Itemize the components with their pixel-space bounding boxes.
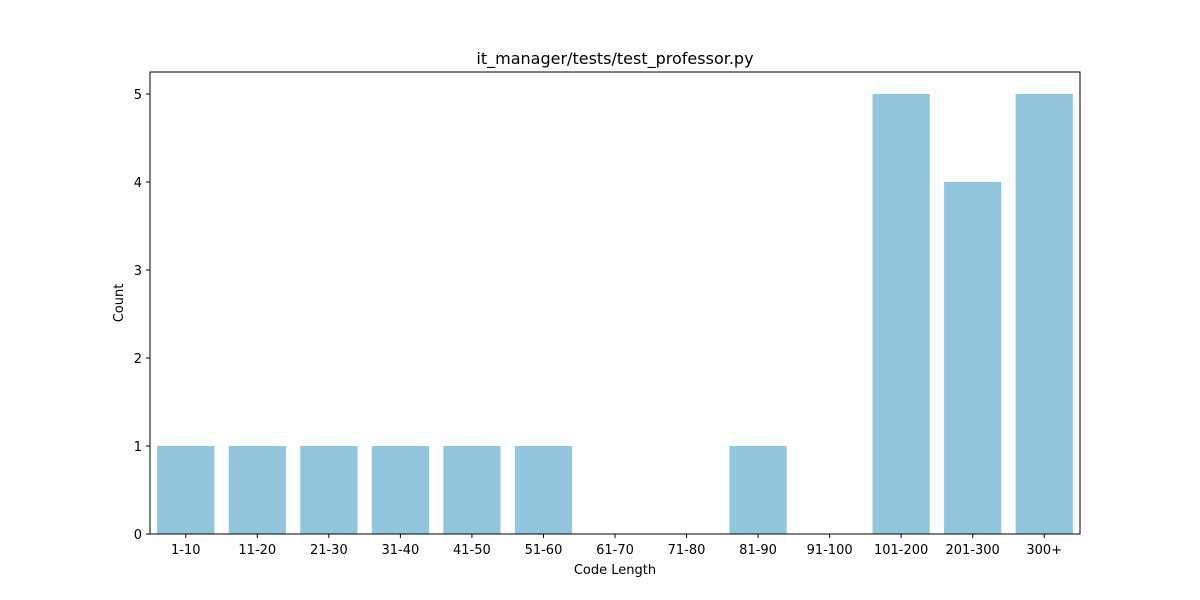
x-tick-label: 300+ xyxy=(1026,543,1062,558)
bar-21-30 xyxy=(300,446,358,534)
x-tick-label: 91-100 xyxy=(807,543,853,558)
x-tick-label: 31-40 xyxy=(381,543,419,558)
bar-11-20 xyxy=(228,446,286,534)
y-axis-title: Count xyxy=(112,284,127,323)
y-tick-label: 0 xyxy=(134,528,142,543)
bar-81-90 xyxy=(729,446,787,534)
bar-101-200 xyxy=(872,94,930,534)
bar-31-40 xyxy=(371,446,429,534)
bar-51-60 xyxy=(514,446,573,534)
x-tick-label: 81-90 xyxy=(739,543,777,558)
y-tick-label: 2 xyxy=(134,352,142,367)
x-axis-title: Code Length xyxy=(574,563,656,578)
x-tick-label: 11-20 xyxy=(238,543,276,558)
y-axis: 0 1 2 3 4 5 xyxy=(134,88,150,543)
plot-frame xyxy=(149,71,1081,535)
y-tick-label: 1 xyxy=(134,440,142,455)
x-tick-label: 201-300 xyxy=(946,543,1000,558)
bar-201-300 xyxy=(944,182,1002,534)
y-tick-label: 4 xyxy=(134,176,142,191)
x-tick-label: 21-30 xyxy=(310,543,348,558)
bar-41-50 xyxy=(443,446,501,534)
bar-300+ xyxy=(1015,94,1073,534)
x-tick-label: 71-80 xyxy=(668,543,706,558)
x-tick-label: 61-70 xyxy=(596,543,634,558)
x-tick-label: 1-10 xyxy=(171,543,201,558)
y-tick-label: 5 xyxy=(134,88,142,103)
x-axis: 1-10 11-20 21-30 31-40 41-50 51-60 61-70 71-80 8… xyxy=(171,534,1062,558)
x-tick-label: 51-60 xyxy=(525,543,563,558)
x-tick-label: 101-200 xyxy=(874,543,928,558)
bars-group xyxy=(157,94,1073,534)
chart-title: it_manager/tests/test_professor.py xyxy=(476,49,753,69)
bar-1-10 xyxy=(157,446,215,534)
x-tick-label: 41-50 xyxy=(453,543,491,558)
y-tick-label: 3 xyxy=(134,264,142,279)
